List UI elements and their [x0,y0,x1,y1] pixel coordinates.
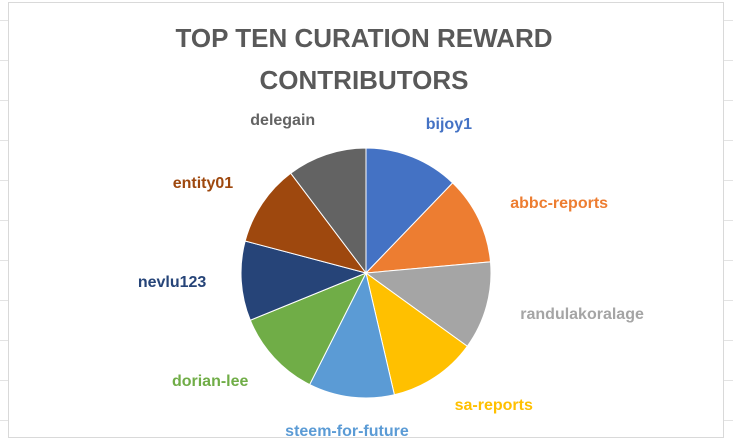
data-label: bijoy1 [425,115,472,133]
pie-slice [364,182,492,274]
pie-slice [289,147,367,275]
data-label: steem-for-future [285,422,409,440]
pie-slice [365,147,454,275]
chart-area: TOP TEN CURATION REWARD CONTRIBUTORS bij… [8,2,724,440]
pie-slice [249,272,368,386]
data-label: dorian-lee [171,372,249,390]
data-label: nevlu123 [137,274,207,292]
data-label: delegain [250,112,316,130]
data-label: entity01 [172,174,234,192]
pie-slice [308,271,395,399]
data-label: sa-reports [454,397,533,415]
data-label: abbc-reports [510,194,609,212]
pie-slice [240,240,368,321]
pie-slice [365,271,468,396]
pie-slice [364,261,492,347]
pie-slice [244,172,368,274]
data-label: randulakoralage [520,306,644,324]
pie [240,147,492,399]
chart-title: TOP TEN CURATION REWARD CONTRIBUTORS [175,23,553,95]
